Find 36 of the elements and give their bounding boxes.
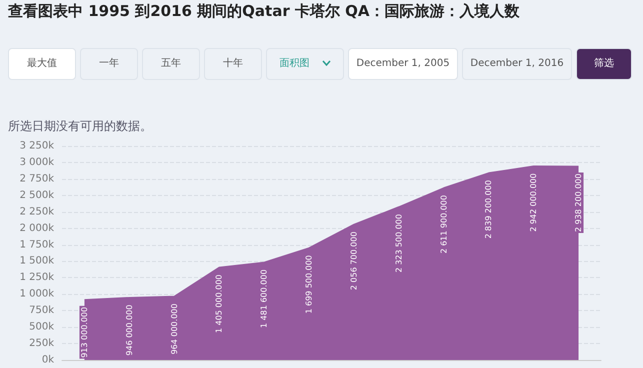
data-label: 2 323 500.000 <box>394 214 404 273</box>
y-tick-label: 3 250k <box>20 140 54 152</box>
y-tick-label: 2 000k <box>20 222 54 234</box>
y-tick-label: 1 250k <box>20 272 54 284</box>
data-label: 1 481 600.000 <box>260 269 269 328</box>
text: 五年 <box>142 48 200 80</box>
text: 一年 <box>80 48 138 80</box>
data-label: 913 000.000 <box>80 306 89 358</box>
y-tick-label: 1 750k <box>20 239 54 250</box>
y-tick-label: 2 750k <box>20 173 54 184</box>
text: December 1, 2005 <box>348 48 458 80</box>
y-tick-label: 250k <box>29 338 54 350</box>
data-label: 2 611 900.000 <box>439 195 448 254</box>
data-label: 1 405 000.000 <box>214 274 224 334</box>
y-tick-label: 1 000k <box>20 288 54 300</box>
data-label: 2 839 200.000 <box>484 180 494 239</box>
y-tick-label: 0k <box>42 354 54 366</box>
data-label: 964 000.000 <box>170 304 179 354</box>
data-label: 2 942 000.000 <box>529 173 538 232</box>
text: 面积图 <box>280 58 310 69</box>
text: December 1, 2016 <box>462 48 572 80</box>
y-tick-label: 750k <box>29 305 54 316</box>
text: 筛选 <box>576 48 632 80</box>
text: 所选日期没有可用的数据。 <box>8 118 152 135</box>
y-tick-label: 500k <box>29 322 54 333</box>
data-label: 2 938 200.000 <box>574 174 584 232</box>
chart-title: 查看图表中 1995 到2016 期间的Qatar 卡塔尔 QA：国际旅游：入境人数 <box>8 2 520 21</box>
text: 最大值 <box>8 48 76 80</box>
data-label: 946 000.000 <box>124 304 134 356</box>
text: 十年 <box>204 48 262 80</box>
y-tick-label: 2 250k <box>20 206 54 218</box>
y-tick-label: 1 500k <box>20 256 54 267</box>
data-label: 1 699 500.000 <box>304 255 314 314</box>
y-tick-label: 3 000k <box>20 156 54 168</box>
data-label: 2 056 700.000 <box>349 232 358 290</box>
y-tick-label: 2 500k <box>20 190 54 201</box>
